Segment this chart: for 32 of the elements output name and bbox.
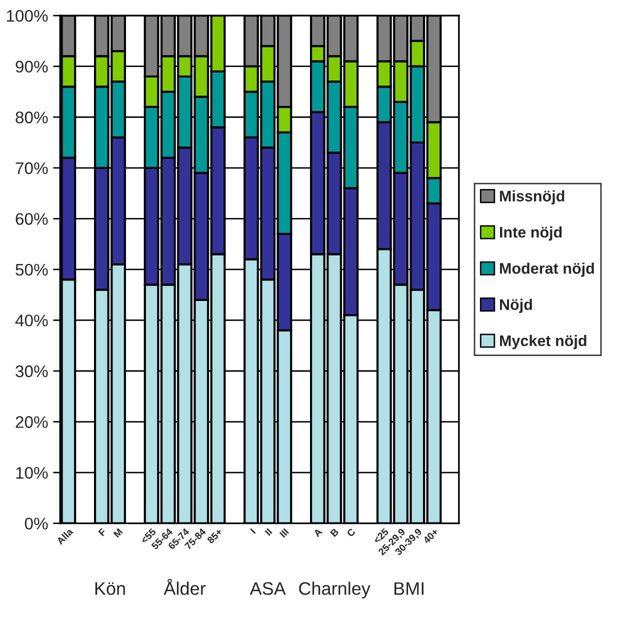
y-tick-label: 50% bbox=[16, 264, 48, 276]
y-tick-label: 100% bbox=[6, 10, 48, 22]
y-tick-label: 30% bbox=[16, 365, 48, 378]
x-tick-label: F bbox=[98, 528, 106, 536]
y-tick-label: 60% bbox=[16, 213, 48, 225]
y-tick-label: 80% bbox=[16, 112, 48, 124]
legend-label: Nöjd bbox=[500, 298, 532, 314]
y-tick-label: 70% bbox=[16, 162, 48, 174]
text: ASA bbox=[250, 582, 286, 595]
x-tick-label: M bbox=[113, 528, 123, 538]
legend-label: Moderat nöjd bbox=[500, 262, 594, 277]
x-tick-label: A bbox=[313, 528, 322, 538]
y-tick-label: 40% bbox=[15, 314, 48, 326]
x-tick-label: 40+ bbox=[422, 528, 439, 544]
legend-label: Mycket nöjd bbox=[500, 334, 586, 350]
y-tick-label: 10% bbox=[16, 466, 48, 479]
x-tick-label: I bbox=[250, 528, 256, 534]
x-tick-label: 85+ bbox=[206, 528, 223, 544]
legend-label: Missnöjd bbox=[500, 190, 564, 204]
x-tick-label: II bbox=[264, 528, 272, 536]
x-tick-label: C bbox=[346, 528, 356, 538]
x-tick-label: III bbox=[279, 528, 289, 538]
x-tick-label: B bbox=[330, 528, 339, 537]
text: BMI bbox=[394, 582, 424, 595]
legend-label: Inte nöjd bbox=[500, 226, 562, 241]
y-tick-label: 90% bbox=[16, 60, 48, 73]
text: Kön bbox=[95, 582, 125, 595]
x-tick-label: Alla bbox=[56, 527, 74, 545]
y-tick-label: 20% bbox=[16, 416, 48, 428]
text: Charnley bbox=[299, 582, 370, 598]
text: Ålder bbox=[164, 578, 206, 595]
y-tick-label: 0% bbox=[24, 518, 48, 530]
